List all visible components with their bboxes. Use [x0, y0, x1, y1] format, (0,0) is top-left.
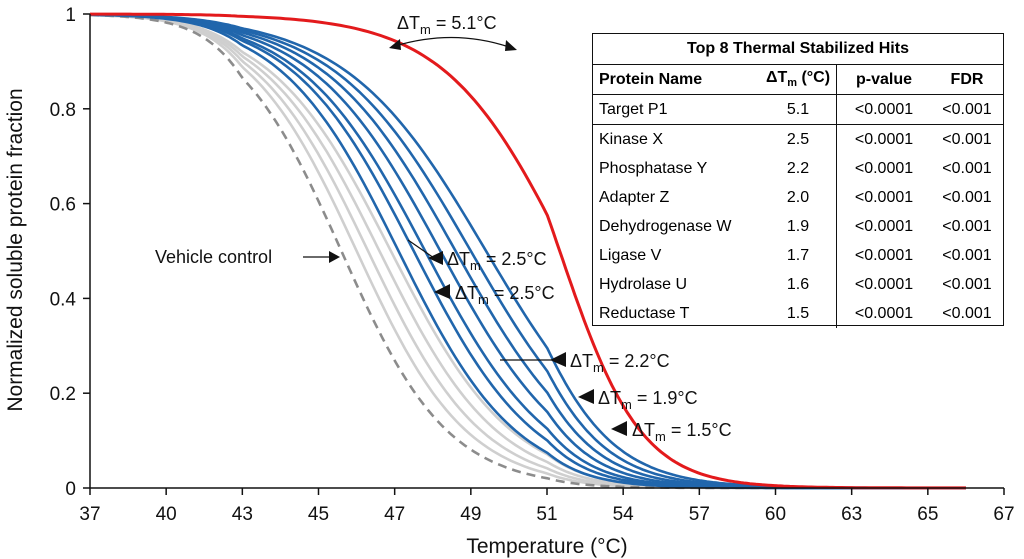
- header-protein-name: Protein Name: [593, 65, 760, 95]
- x-tick-label: 51: [536, 504, 557, 525]
- protein-name-cell: Reductase T: [599, 304, 690, 322]
- fdr-cell: <0.001: [931, 94, 1003, 125]
- p-value-cell: <0.0001: [836, 212, 931, 241]
- fdr-cell: <0.001: [942, 159, 992, 177]
- dtm-cell: 2.0: [786, 188, 810, 206]
- p-value-cell: <0.0001: [836, 94, 931, 125]
- x-tick-label: 57: [689, 504, 710, 525]
- table-header-row: Protein Name ΔTm (°C) p-value FDR: [593, 65, 1003, 95]
- fdr-cell: <0.001: [942, 275, 992, 293]
- protein-name-cell: Dehydrogenase W: [599, 217, 732, 235]
- hits-data-table: Protein Name ΔTm (°C) p-value FDR Target…: [593, 65, 1003, 328]
- table-row: Phosphatase Y 2.2 <0.0001 <0.001: [593, 154, 1003, 183]
- dtm-cell: 2.5: [786, 130, 810, 148]
- vehicle-curve: [89, 13, 966, 490]
- protein-name-cell: Kinase X: [599, 130, 664, 148]
- dtm-label-2-5-b: ΔTm = 2.5°C: [455, 283, 555, 307]
- protein-name-cell: Adapter Z: [599, 188, 670, 206]
- dtm-label-5-1: ΔTm = 5.1°C: [397, 13, 497, 37]
- p-value-cell: <0.0001: [836, 270, 931, 299]
- header-dtm: ΔTm (°C): [760, 65, 837, 95]
- y-axis-title: Normalized soluble protein fraction: [4, 88, 27, 411]
- y-tick-label: 0.8: [50, 100, 76, 121]
- fdr-cell: <0.001: [942, 304, 992, 322]
- header-p-value: p-value: [836, 65, 931, 95]
- x-tick-label: 45: [308, 504, 329, 525]
- dtm-label-1-5: ΔTm = 1.5°C: [632, 420, 732, 444]
- protein-name-cell: Hydrolase U: [599, 275, 688, 293]
- table-row: Target P1 5.1 <0.0001 <0.001: [593, 94, 1003, 125]
- table-row: Ligase V 1.7 <0.0001 <0.001: [593, 241, 1003, 270]
- p-value-cell: <0.0001: [836, 299, 931, 328]
- arc-arrow-head-right: [505, 40, 517, 51]
- target-curve: [90, 12, 966, 490]
- table-row: Dehydrogenase W 1.9 <0.0001 <0.001: [593, 212, 1003, 241]
- dtm-cell: 5.1: [760, 94, 837, 125]
- p-value-cell: <0.0001: [836, 154, 931, 183]
- table-body: Target P1 5.1 <0.0001 <0.001 Kinase X 2.5 <0.0…: [593, 94, 1003, 328]
- table-row: Reductase T 1.5 <0.0001 <0.001: [593, 299, 1003, 328]
- x-tick-label: 54: [613, 504, 635, 525]
- table-title: Top 8 Thermal Stabilized Hits: [593, 34, 1003, 65]
- protein-name-cell: Phosphatase Y: [599, 159, 708, 177]
- vehicle-control-label: Vehicle control: [155, 247, 272, 267]
- x-tick-label: 47: [384, 504, 405, 525]
- pointer-head-2-5-a: [428, 251, 443, 265]
- arc-arrow-5-1: [394, 36, 513, 49]
- y-tick-label: 0.4: [50, 289, 77, 310]
- dtm-label-2-2: ΔTm = 2.2°C: [570, 351, 670, 375]
- x-axis-title: Temperature (°C): [466, 535, 627, 558]
- dtm-cell: 1.7: [786, 246, 810, 264]
- x-tick-label: 65: [917, 504, 938, 525]
- p-value-cell: <0.0001: [836, 183, 931, 212]
- pointer-line-2-5-a: [407, 239, 435, 259]
- dtm-cell: 1.5: [786, 304, 810, 322]
- x-tick-label: 60: [765, 504, 786, 525]
- y-tick-label: 0: [65, 479, 76, 500]
- x-tick-label: 67: [993, 504, 1014, 525]
- dtm-cell: 1.9: [786, 217, 810, 235]
- pointer-head-2-5-b: [434, 284, 450, 299]
- header-fdr: FDR: [931, 65, 1003, 95]
- dtm-cell: 1.6: [786, 275, 810, 293]
- fdr-cell: <0.001: [942, 246, 992, 264]
- annotation-arrows: [303, 36, 627, 436]
- p-value-cell: <0.0001: [836, 241, 931, 270]
- p-value-cell: <0.0001: [836, 124, 931, 154]
- tick-layer: 37 40 43 45 47 49 51 54 57 60 63 65 67 0 0.2 0.4 0.6 0.8 1: [50, 5, 1015, 525]
- protein-name-cell: Target P1: [593, 94, 760, 125]
- table-row: Hydrolase U 1.6 <0.0001 <0.001: [593, 270, 1003, 299]
- x-tick-label: 40: [156, 504, 177, 525]
- dtm-cell: 2.2: [786, 159, 810, 177]
- pointer-head-1-5: [611, 421, 627, 436]
- pointer-head-1-9: [578, 389, 594, 404]
- table-row: Kinase X 2.5 <0.0001 <0.001: [593, 124, 1003, 154]
- y-tick-label: 0.2: [50, 384, 76, 405]
- dtm-label-2-5-a: ΔTm = 2.5°C: [447, 249, 547, 273]
- y-tick-label: 1: [65, 5, 76, 26]
- protein-name-cell: Ligase V: [599, 246, 662, 264]
- fdr-cell: <0.001: [942, 130, 992, 148]
- pointer-head-2-2: [550, 352, 566, 367]
- fdr-cell: <0.001: [942, 217, 992, 235]
- x-tick-label: 43: [232, 504, 253, 525]
- top-hits-table: Top 8 Thermal Stabilized Hits Protein Na…: [592, 33, 1004, 328]
- x-tick-label: 37: [79, 504, 100, 525]
- x-tick-label: 63: [841, 504, 862, 525]
- fdr-cell: <0.001: [942, 188, 992, 206]
- x-tick-label: 49: [460, 504, 481, 525]
- dtm-label-1-9: ΔTm = 1.9°C: [598, 388, 698, 412]
- table-row: Adapter Z 2.0 <0.0001 <0.001: [593, 183, 1003, 212]
- vehicle-control-pointer-head: [329, 251, 340, 263]
- y-tick-label: 0.6: [50, 195, 76, 216]
- arc-arrow-head-left: [389, 39, 401, 50]
